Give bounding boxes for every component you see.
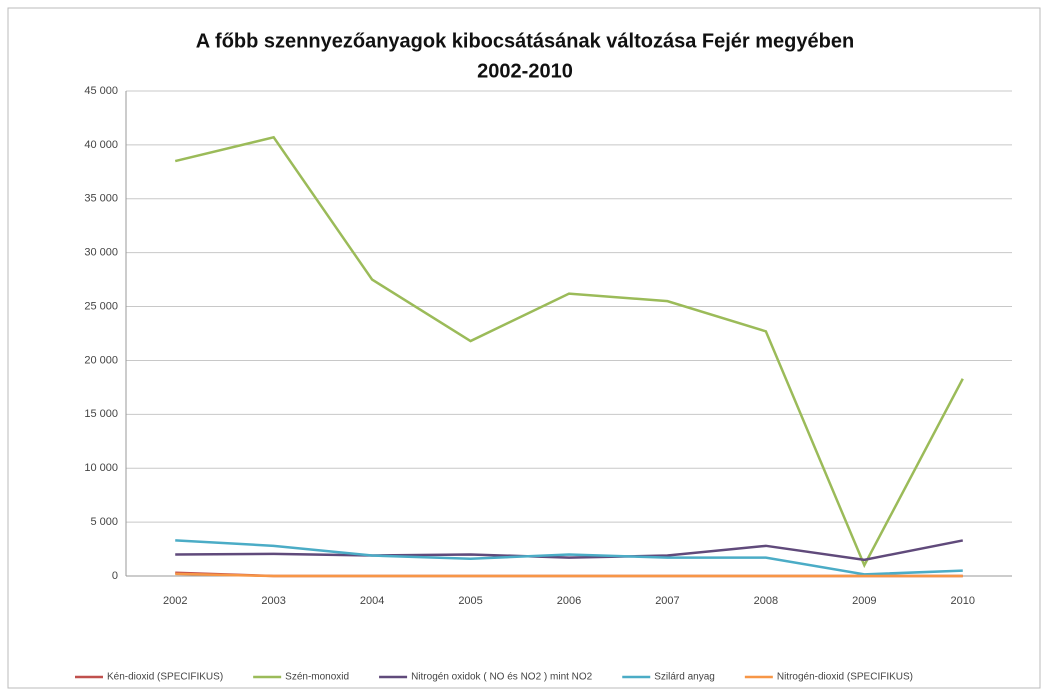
legend-label: Nitrogén oxidok ( NO és NO2 ) mint NO2 (411, 672, 593, 683)
y-tick-label: 5 000 (90, 516, 118, 528)
x-tick-label: 2006 (557, 595, 581, 607)
legend-label: Szén-monoxid (285, 672, 349, 683)
legend-label: Szilárd anyag (654, 672, 715, 683)
y-tick-label: 0 (112, 570, 118, 582)
chart-frame (7, 7, 1041, 689)
series-line (174, 135, 964, 569)
x-tick-label: 2003 (261, 595, 285, 607)
legend-label: Nitrogén-dioxid (SPECIFIKUS) (777, 672, 913, 683)
x-tick-label: 2009 (852, 595, 876, 607)
chart-title: A főbb szennyezőanyagok kibocsátásának v… (196, 30, 854, 52)
x-tick-label: 2002 (163, 595, 187, 607)
y-tick-label: 15 000 (84, 408, 118, 420)
y-tick-label: 30 000 (84, 247, 118, 259)
y-tick-label: 10 000 (84, 462, 118, 474)
x-tick-label: 2007 (655, 595, 679, 607)
series-line (175, 572, 963, 578)
chart-subtitle: 2002-2010 (477, 60, 573, 82)
y-tick-label: 20 000 (84, 354, 118, 366)
x-tick-label: 2005 (458, 595, 482, 607)
y-tick-label: 40 000 (84, 139, 118, 151)
series-line (175, 539, 964, 562)
x-tick-label: 2008 (754, 595, 778, 607)
series-line (175, 539, 963, 576)
y-tick-label: 45 000 (84, 85, 118, 97)
y-tick-label: 35 000 (84, 193, 118, 205)
legend-label: Kén-dioxid (SPECIFIKUS) (107, 672, 223, 683)
y-tick-label: 25 000 (84, 300, 118, 312)
x-tick-label: 2004 (360, 595, 384, 607)
x-tick-label: 2010 (951, 595, 975, 607)
